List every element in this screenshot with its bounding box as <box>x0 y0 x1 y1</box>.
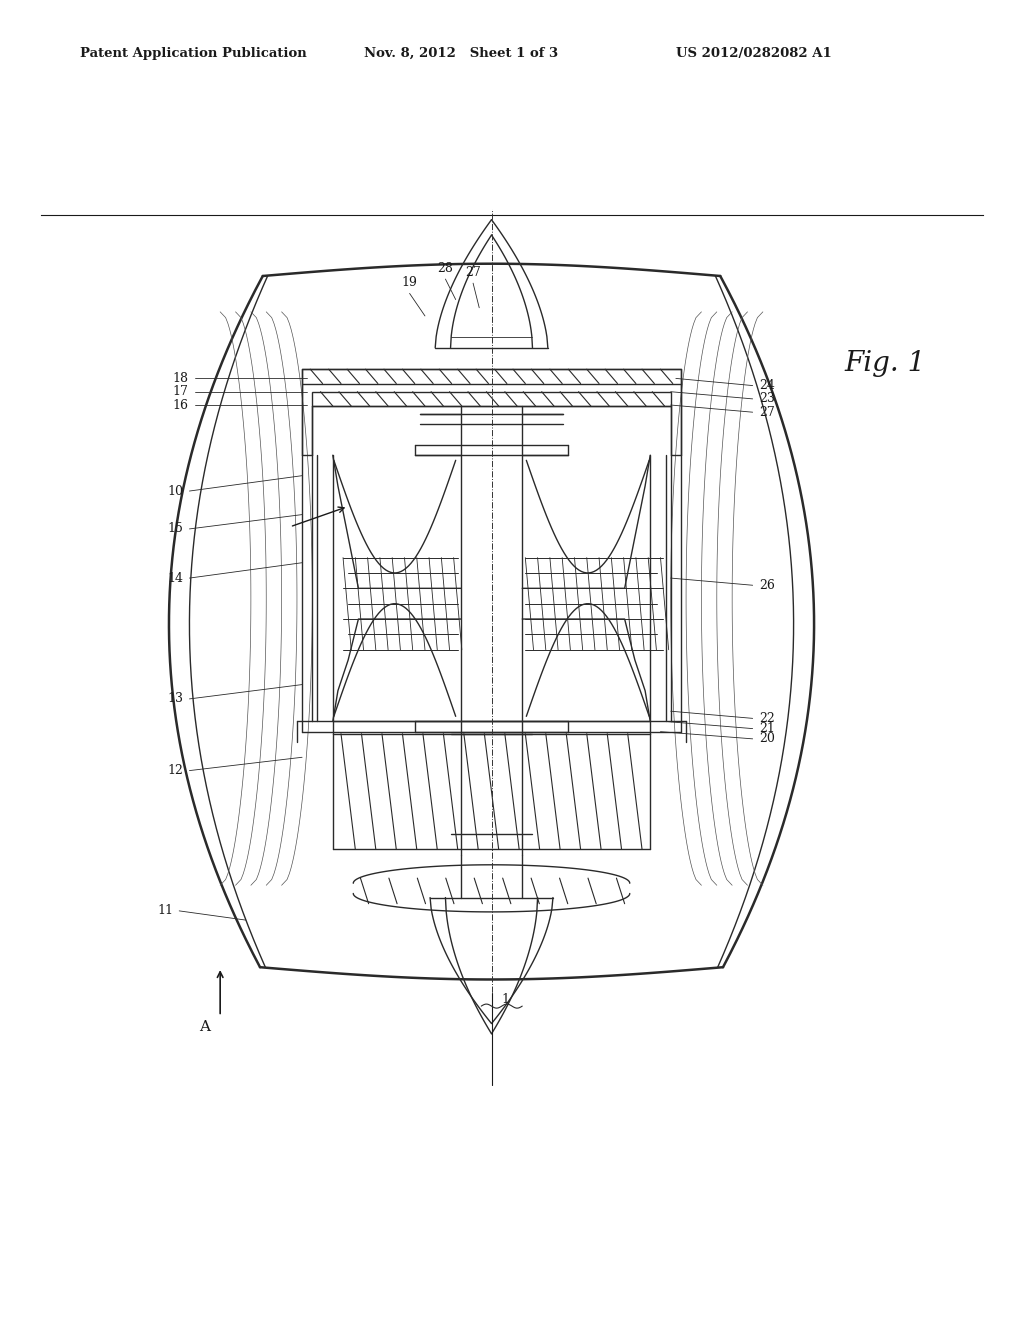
Text: 15: 15 <box>167 523 183 536</box>
Text: 21: 21 <box>759 722 775 735</box>
Text: Fig. 1: Fig. 1 <box>845 350 926 376</box>
Text: 10: 10 <box>167 484 183 498</box>
Text: US 2012/0282082 A1: US 2012/0282082 A1 <box>676 46 831 59</box>
Polygon shape <box>312 392 671 407</box>
Text: 13: 13 <box>167 693 183 705</box>
Text: 24: 24 <box>759 379 775 392</box>
Text: 12: 12 <box>167 764 183 777</box>
Text: 16: 16 <box>172 399 188 412</box>
Text: Patent Application Publication: Patent Application Publication <box>80 46 306 59</box>
Text: 1: 1 <box>502 994 510 1006</box>
Text: 19: 19 <box>401 276 418 289</box>
Text: Nov. 8, 2012   Sheet 1 of 3: Nov. 8, 2012 Sheet 1 of 3 <box>364 46 558 59</box>
Text: A: A <box>200 1020 210 1035</box>
Text: 26: 26 <box>759 578 775 591</box>
Text: 11: 11 <box>157 904 173 917</box>
Text: 17: 17 <box>172 385 188 399</box>
Text: 27: 27 <box>759 405 774 418</box>
Text: 22: 22 <box>759 711 774 725</box>
Text: 18: 18 <box>172 372 188 385</box>
Text: 20: 20 <box>759 733 775 746</box>
Text: 27: 27 <box>465 267 481 279</box>
Polygon shape <box>302 370 681 384</box>
Text: 28: 28 <box>437 261 454 275</box>
Text: 14: 14 <box>167 572 183 585</box>
Text: 23: 23 <box>759 392 775 405</box>
